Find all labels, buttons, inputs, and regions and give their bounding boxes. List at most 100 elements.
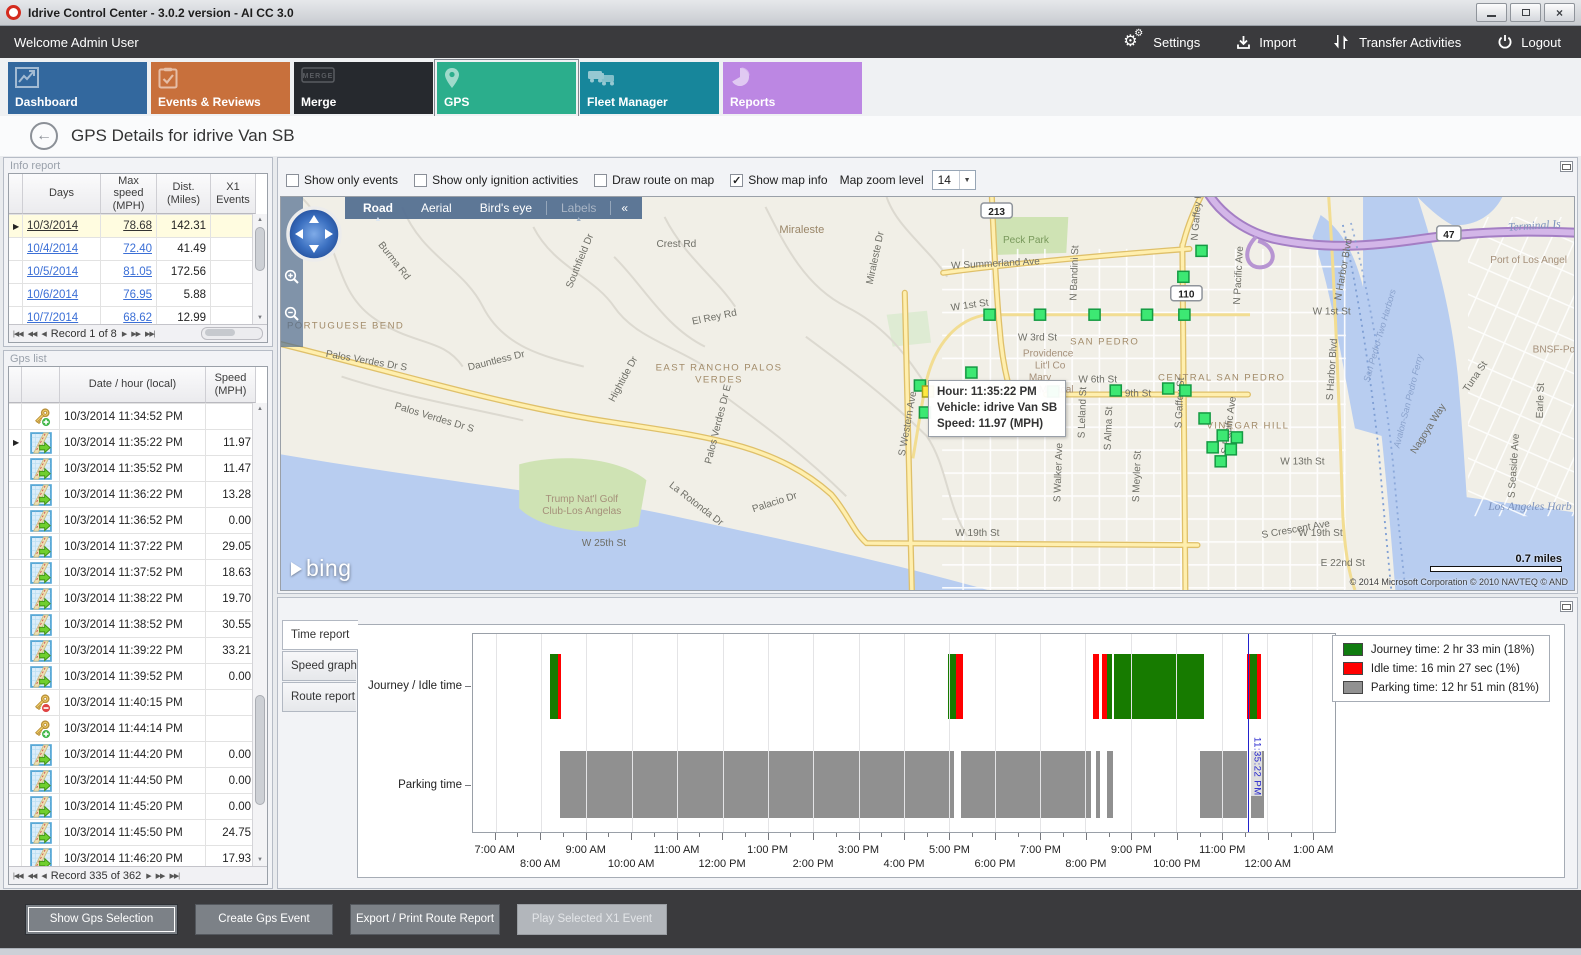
gps-list-row[interactable]: 10/3/2014 11:38:22 PM 19.70 [9,586,267,612]
gps-list-row[interactable]: 10/3/2014 11:39:52 PM 0.00 [9,664,267,690]
topbar-action-logout[interactable]: Logout [1497,33,1561,51]
tab-time-report[interactable]: Time report [282,620,358,650]
info-report-row[interactable]: 10/5/2014 81.05 172.56 [9,261,267,284]
info-report-vscrollbar[interactable]: ▲ ▼ [252,214,267,324]
day-link[interactable]: 10/3/2014 [27,220,79,232]
gps-marker[interactable] [965,366,978,379]
maximize-button[interactable] [1510,3,1541,22]
gps-list-row[interactable]: 10/3/2014 11:35:52 PM 11.47 [9,456,267,482]
gps-marker[interactable] [1224,443,1238,456]
tile-merge[interactable]: MERGE Merge [294,62,433,114]
row-selector[interactable] [9,690,22,715]
pager-prev-button[interactable]: ◀ [41,872,46,880]
row-selector[interactable] [9,612,22,637]
create-gps-event-button[interactable]: Create Gps Event [195,903,333,935]
tile-gps[interactable]: GPS [437,62,576,114]
row-selector[interactable] [9,560,22,585]
topbar-action-settings[interactable]: ⚙ ⚙ Settings [1123,28,1200,51]
pager-prev-page-button[interactable]: ◀◀ [27,872,38,880]
tile-reports[interactable]: Reports [723,62,862,114]
column-header-speed-mph[interactable]: Speed (MPH) [206,367,256,403]
day-link[interactable]: 10/5/2014 [27,266,79,278]
row-selector[interactable] [9,482,22,507]
map-view-tab-aerial[interactable]: Aerial [421,201,452,215]
pager-first-button[interactable]: |◀◀ [13,330,24,338]
row-selector[interactable] [9,742,22,767]
info-report-hscrollbar[interactable] [201,327,263,340]
gps-list-row[interactable]: 10/3/2014 11:38:52 PM 30.55 [9,612,267,638]
minimize-button[interactable] [1476,3,1507,22]
checked-checkbox-icon[interactable]: ✓ [730,173,744,187]
checkbox-show-only-ignition-activities[interactable]: Show only ignition activities [414,173,578,187]
row-selector[interactable] [9,664,22,689]
row-selector[interactable] [9,404,22,429]
unchecked-checkbox-icon[interactable] [286,173,299,187]
checkbox-show-map-info[interactable]: ✓ Show map info [730,173,828,187]
column-header-max-speed-mph[interactable]: Max speed (MPH) [101,174,157,214]
back-button[interactable]: ← [30,122,58,150]
day-link[interactable]: 10/4/2014 [27,243,79,255]
gps-marker[interactable] [1214,455,1228,468]
gps-marker[interactable] [983,308,996,321]
zoom-out-icon[interactable] [284,306,300,327]
row-selector[interactable] [9,716,22,741]
day-link[interactable]: 10/7/2014 [27,312,79,324]
tile-fleet-manager[interactable]: Fleet Manager [580,62,719,114]
map-panel-collapse-button[interactable] [1560,161,1573,172]
row-selector[interactable] [9,534,22,559]
row-selector[interactable] [9,307,23,329]
unchecked-checkbox-icon[interactable] [414,173,428,187]
gps-list-vscrollbar[interactable]: ▲ ▼ [252,403,267,866]
row-selector[interactable] [9,261,23,283]
gps-list-row[interactable]: 10/3/2014 11:34:52 PM [9,404,267,430]
close-button[interactable]: × [1544,3,1575,22]
gps-list-row[interactable]: 10/3/2014 11:37:52 PM 18.63 [9,560,267,586]
pager-next-button[interactable]: ▶ [121,330,127,338]
row-selector[interactable]: ▶ [9,430,22,455]
column-header-dist-miles[interactable]: Dist. (Miles) [157,174,211,214]
chart-panel-collapse-button[interactable] [1560,601,1573,612]
pager-next-button[interactable]: ▶ [146,872,151,880]
gps-marker[interactable] [1088,308,1101,321]
max-speed-link[interactable]: 68.62 [123,312,152,324]
gps-list-row[interactable]: 10/3/2014 11:36:52 PM 0.00 [9,508,267,534]
row-selector[interactable] [9,768,22,793]
export-print-route-report-button[interactable]: Export / Print Route Report [350,903,500,935]
map[interactable]: 213 110 47 Burma Rd Southfield Dr Crest Rd Mi… [280,196,1575,591]
gps-list-row[interactable]: 10/3/2014 11:44:20 PM 0.00 [9,742,267,768]
tab-route-report[interactable]: Route report [282,682,356,712]
checkbox-show-only-events[interactable]: Show only events [286,173,398,187]
column-header-x1-events[interactable]: X1 Events [211,174,256,214]
show-gps-selection-button[interactable]: Show Gps Selection [25,903,178,935]
map-zoom-level-select[interactable]: 14 ▼ [931,170,976,190]
gps-marker[interactable] [1230,431,1244,444]
gps-marker[interactable] [1179,384,1192,397]
gps-list-row[interactable]: 10/3/2014 11:39:22 PM 33.21 [9,638,267,664]
row-selector[interactable] [9,456,22,481]
checkbox-draw-route-on-map[interactable]: Draw route on map [594,173,714,187]
map-view-tab-labels[interactable]: Labels [546,201,612,215]
topbar-action-transfer-activities[interactable]: Transfer Activities [1332,33,1461,51]
pager-first-button[interactable]: |◀◀ [13,872,24,880]
row-selector[interactable] [9,508,22,533]
unchecked-checkbox-icon[interactable] [594,173,608,187]
gps-marker[interactable] [1161,382,1175,395]
gps-marker[interactable] [1198,412,1211,425]
gps-marker[interactable] [1177,270,1190,284]
topbar-action-import[interactable]: Import [1236,33,1296,51]
info-report-row[interactable]: 10/4/2014 72.40 41.49 [9,238,267,261]
gps-marker[interactable] [1195,244,1208,258]
max-speed-link[interactable]: 81.05 [123,266,152,278]
row-selector[interactable] [9,794,22,819]
tile-dashboard[interactable]: Dashboard [8,62,147,114]
row-selector[interactable] [9,638,22,663]
gps-list-row[interactable]: 10/3/2014 11:44:14 PM [9,716,267,742]
gps-marker[interactable] [1140,308,1154,321]
row-selector[interactable] [9,284,23,306]
gps-list-row[interactable]: 10/3/2014 11:45:50 PM 24.75 [9,820,267,846]
gps-list-row[interactable]: 10/3/2014 11:37:22 PM 29.05 [9,534,267,560]
row-selector[interactable] [9,238,23,260]
row-selector[interactable] [9,586,22,611]
map-view-tab-road[interactable]: Road [349,201,407,215]
pager-prev-button[interactable]: ◀ [41,330,46,338]
